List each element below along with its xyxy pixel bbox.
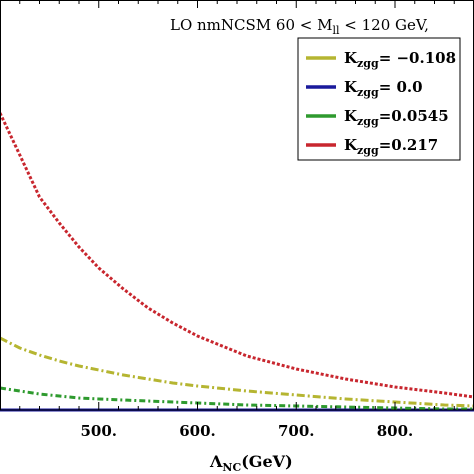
- legend-label-sub: zgg: [357, 57, 379, 70]
- x-axis-title-main: Λ: [209, 452, 223, 471]
- legend-label-2: Kzgg=0.0545: [344, 107, 449, 128]
- legend-label-main: K: [344, 49, 358, 67]
- axes-layer: 500. 600. 700. 800.: [0, 0, 474, 440]
- legend-label-sub: zgg: [357, 144, 379, 157]
- x-tick-label-2: 700.: [278, 422, 315, 440]
- x-tick-label-0: 500.: [80, 422, 117, 440]
- series-line-2: [0, 386, 474, 411]
- legend-label-3: Kzgg=0.217: [344, 136, 438, 157]
- x-tick-label-1: 600.: [179, 422, 216, 440]
- legend-label-main: K: [344, 107, 358, 125]
- legend-label-main: K: [344, 136, 358, 154]
- series-line-3: [0, 112, 474, 399]
- legend-label-main: K: [344, 78, 358, 96]
- chart-title-sub: ll: [332, 24, 340, 37]
- x-axis-title: ΛNC(GeV): [209, 452, 293, 474]
- legend-label-sub: zgg: [357, 86, 379, 99]
- chart-title-main: LO nmNCSM 60 < M: [170, 16, 332, 34]
- legend-label-value: = −0.108: [379, 49, 456, 67]
- legend-label-value: = 0.0: [379, 78, 423, 96]
- x-tick-label-3: 800.: [377, 422, 414, 440]
- legend-label-value: =0.217: [379, 136, 439, 154]
- x-axis-title-sub: NC: [222, 461, 241, 474]
- legend-label-0: Kzgg= −0.108: [344, 49, 456, 70]
- legend-label-sub: zgg: [357, 115, 379, 128]
- x-axis-title-rest: (GeV): [241, 452, 292, 471]
- chart-title-rest: < 120 GeV,: [340, 16, 429, 34]
- series-line-0: [0, 336, 474, 408]
- legend-label-value: =0.0545: [379, 107, 449, 125]
- chart-title: LO nmNCSM 60 < Mll < 120 GeV,: [170, 16, 429, 37]
- legend-label-1: Kzgg= 0.0: [344, 78, 423, 99]
